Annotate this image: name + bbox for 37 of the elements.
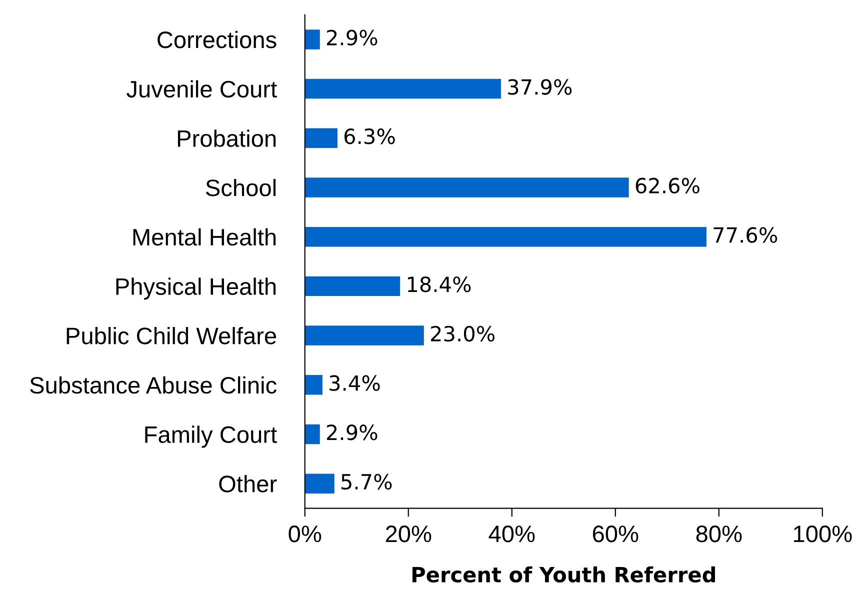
bar xyxy=(304,178,629,198)
y-tick-label: Corrections xyxy=(158,30,276,48)
data-label: 2.9% xyxy=(326,30,378,46)
y-tick-label: Probation xyxy=(178,130,276,147)
data-label: 62.6% xyxy=(636,178,700,194)
x-tick-label: 20% xyxy=(386,526,432,542)
bar xyxy=(304,375,322,395)
bar xyxy=(304,78,502,99)
data-label: 37.9% xyxy=(508,79,572,95)
y-tick-label: Juvenile Court xyxy=(126,80,277,98)
x-axis-title: Percent of Youth Referred xyxy=(412,566,715,583)
y-tick-label: Substance Abuse Clinic xyxy=(30,376,276,394)
bar xyxy=(304,226,706,247)
y-tick-label: Physical Health xyxy=(116,278,276,300)
bar xyxy=(304,474,334,494)
bar xyxy=(304,424,320,444)
bar xyxy=(304,128,338,148)
x-tick-label: 0% xyxy=(288,526,322,542)
y-tick-label: Other xyxy=(219,475,277,492)
data-label: 2.9% xyxy=(326,424,378,440)
y-tick-label: Family Court xyxy=(145,426,277,448)
x-tick-label: 60% xyxy=(592,526,638,542)
bar xyxy=(304,30,320,50)
data-label: 23.0% xyxy=(430,326,494,342)
data-label: 77.6% xyxy=(714,227,778,243)
x-tick-label: 80% xyxy=(696,526,742,542)
data-label: 5.7% xyxy=(342,474,392,490)
data-label: 18.4% xyxy=(408,276,471,292)
x-tick-label: 40% xyxy=(488,526,535,542)
x-tick-label: 100% xyxy=(794,526,852,542)
data-label: 3.4% xyxy=(330,375,380,391)
y-tick-label: School xyxy=(206,178,276,196)
bar xyxy=(304,276,400,296)
y-tick-label: Mental Health xyxy=(133,228,276,246)
data-label: 6.3% xyxy=(344,128,395,144)
bar xyxy=(304,326,424,346)
y-tick-label: Public Child Welfare xyxy=(66,326,276,344)
